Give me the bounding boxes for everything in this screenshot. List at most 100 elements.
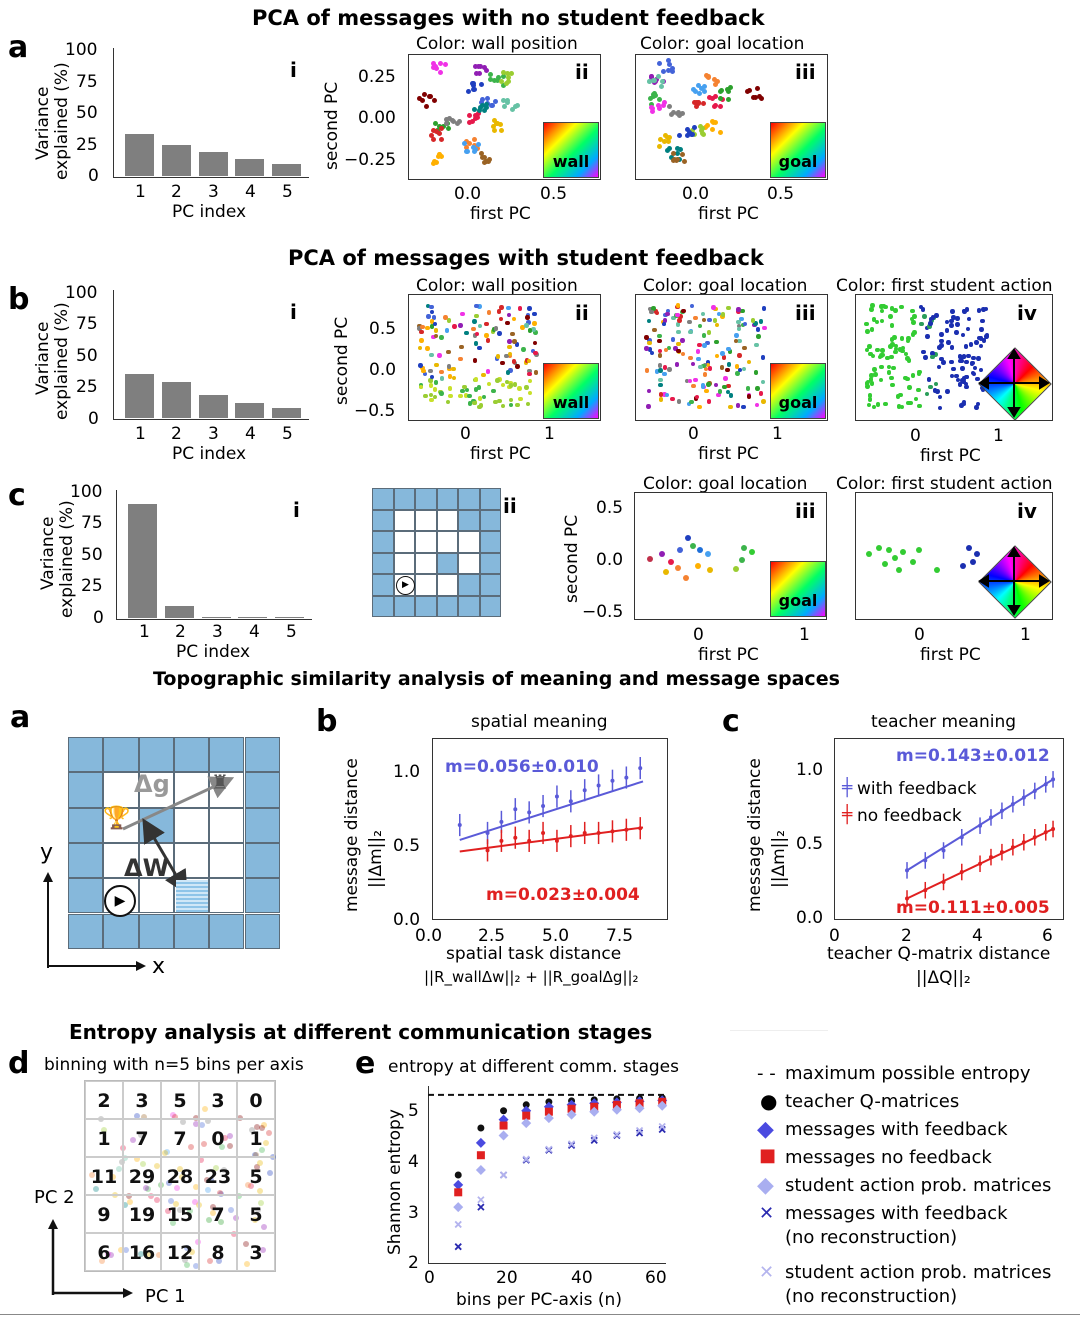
bin-scatter-point	[182, 1256, 189, 1263]
grid-cell	[173, 913, 210, 949]
data-point	[610, 778, 615, 783]
grid-cell	[372, 531, 394, 553]
scatter-point	[439, 335, 444, 340]
scatter-point	[509, 107, 515, 113]
xtick: 60	[645, 1268, 667, 1288]
legend-label-blue: with feedback	[857, 779, 977, 799]
scatter-point	[736, 307, 741, 312]
scatter-point	[508, 368, 513, 373]
scatter-point	[676, 112, 682, 118]
scatter-point	[533, 370, 539, 375]
scatter-point	[515, 402, 520, 408]
grid-cell	[458, 574, 480, 596]
bin-cell: 3	[237, 1233, 275, 1271]
scatter-point	[693, 377, 698, 383]
entropy-point	[454, 1220, 462, 1229]
bin-scatter-point	[188, 1249, 195, 1256]
scatter-point	[472, 319, 477, 324]
bin-scatter-point	[105, 1251, 112, 1258]
scatter-point	[500, 382, 506, 388]
scatter-point	[941, 360, 946, 365]
scatter-point	[471, 144, 477, 150]
ytick: −0.5	[354, 401, 396, 421]
xtick: 2	[171, 424, 182, 444]
scatter-point	[716, 392, 721, 398]
scatter-point	[448, 393, 453, 399]
scatter-point	[736, 319, 741, 325]
scatter-point	[671, 110, 677, 116]
scatter-point	[446, 318, 452, 323]
scatter-point	[527, 371, 532, 376]
grid-cell	[415, 509, 437, 531]
scatter-point	[418, 382, 424, 388]
scatter-point	[882, 561, 888, 567]
scatter-point	[976, 308, 982, 313]
bin-cell: 9	[85, 1195, 123, 1233]
bin-scatter-point	[129, 1136, 136, 1143]
scatter-point	[688, 329, 693, 335]
data-point	[610, 829, 615, 834]
bin-scatter-point	[169, 1219, 176, 1226]
entropy-point	[522, 1111, 531, 1120]
grid-cell	[458, 595, 480, 617]
scatter-point	[496, 75, 502, 81]
scatter-point	[717, 104, 723, 110]
scatter-point	[521, 347, 526, 352]
xlabel: spatial task distance	[446, 944, 622, 964]
scatter-point	[918, 304, 924, 310]
scatter-point	[749, 549, 755, 555]
bin-scatter-point	[197, 1156, 204, 1163]
ytick: 0.5	[393, 836, 421, 856]
grid-cell	[244, 842, 280, 879]
entropy-point	[590, 1134, 598, 1142]
scatter-point	[944, 328, 950, 333]
scatter-point	[485, 158, 491, 164]
grid-cell	[372, 574, 394, 596]
entropy-point	[635, 1126, 644, 1135]
bin-scatter-point	[172, 1200, 179, 1207]
scatter-point	[712, 103, 718, 109]
scatter-point	[652, 78, 658, 84]
scatter-point	[515, 364, 520, 369]
bin-cell: 0	[237, 1081, 275, 1119]
scatter-point	[910, 373, 916, 378]
scatter-point	[677, 318, 682, 323]
grid-cell	[415, 595, 437, 617]
scatter-point	[420, 324, 425, 330]
data-point	[527, 838, 532, 843]
ylabel: message distance	[745, 758, 765, 912]
scatter-point	[704, 122, 710, 128]
scatter-point	[451, 375, 457, 381]
bin-scatter-point	[138, 1251, 145, 1258]
scatter-point	[699, 127, 705, 133]
scatter-point	[961, 401, 966, 407]
scatter-point	[427, 93, 433, 99]
bin-scatter-point	[172, 1113, 179, 1120]
scatter-point	[899, 404, 905, 410]
grid-cell	[68, 737, 104, 773]
scatter-point	[426, 314, 431, 319]
entropy-point	[545, 1145, 553, 1153]
scatter-point	[741, 545, 747, 551]
scatter-point	[647, 556, 653, 562]
bin-scatter-point	[243, 1241, 250, 1248]
scatter-point	[864, 321, 869, 327]
bin-scatter-point	[126, 1193, 133, 1200]
scatter-point	[974, 405, 979, 410]
data-point	[624, 827, 629, 832]
scatter-point	[692, 124, 698, 130]
entropy-point	[454, 1171, 462, 1179]
scatter-point	[880, 348, 885, 353]
panel-tag: iii	[795, 301, 816, 325]
bin-scatter-point	[192, 1199, 199, 1206]
xtick: 1	[1020, 625, 1031, 645]
bar-pc3	[201, 616, 231, 618]
scatter-point	[955, 316, 960, 321]
entropy-point	[477, 1203, 485, 1211]
bin-scatter-point	[259, 1147, 266, 1154]
ytick: 0.5	[796, 834, 824, 854]
scatter-point	[417, 345, 423, 351]
bin-scatter-point	[217, 1218, 224, 1225]
entropy-point	[499, 1171, 508, 1179]
scatter-point	[677, 547, 683, 553]
